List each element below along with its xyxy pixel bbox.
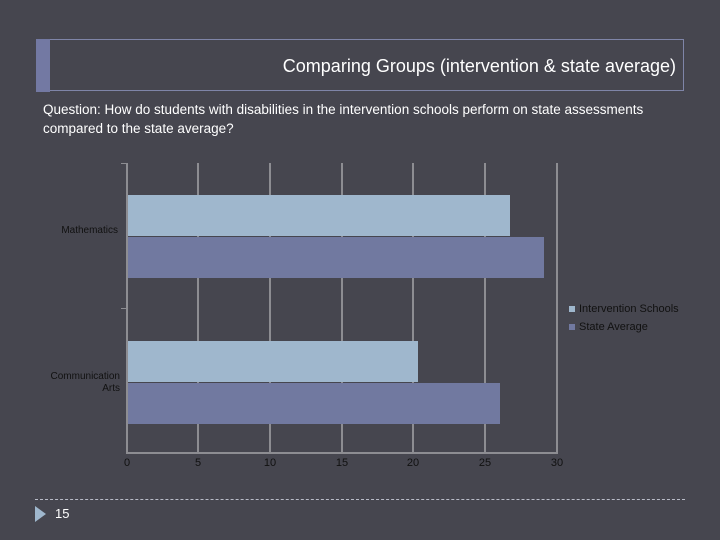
x-tick-label: 30 [550,457,564,469]
legend-swatch-state [569,324,575,330]
x-tick-label: 15 [335,457,349,469]
x-tick-label: 5 [194,457,202,469]
x-tick-label: 10 [263,457,277,469]
gridline-30 [556,163,558,454]
legend-state: State Average [569,321,648,333]
gridline-0 [126,163,128,454]
play-arrow-icon [35,506,46,522]
bar-math-intervention [128,195,510,236]
question-text: Question: How do students with disabilit… [43,102,644,136]
gridline-15 [341,163,343,454]
title-accent-bar [36,39,50,92]
x-axis [126,452,558,454]
slide-title: Comparing Groups (intervention & state a… [282,56,676,76]
gridline-25 [484,163,486,454]
legend-label-state: State Average [579,321,648,333]
x-tick-label: 20 [406,457,420,469]
y-tick [121,308,126,309]
page-number: 15 [55,506,70,521]
category-label-math: Mathematics [61,225,118,236]
y-tick [121,163,126,164]
x-tick-label: 25 [478,457,492,469]
gridline-20 [412,163,414,454]
category-label-comm-line1: Communication [50,371,120,382]
footer-divider [35,499,685,500]
bar-math-state [128,237,544,278]
gridline-10 [269,163,271,454]
bar-comm-intervention [128,341,418,382]
bar-comm-state [128,383,500,424]
x-tick-label: 0 [123,457,131,469]
legend-swatch-intervention [569,306,575,312]
category-label-comm-line2: Arts [102,383,120,394]
legend-intervention: Intervention Schools [569,303,679,315]
gridline-5 [197,163,199,454]
category-label-comm: Communication Arts [51,371,120,395]
legend-label-intervention: Intervention Schools [579,303,679,315]
